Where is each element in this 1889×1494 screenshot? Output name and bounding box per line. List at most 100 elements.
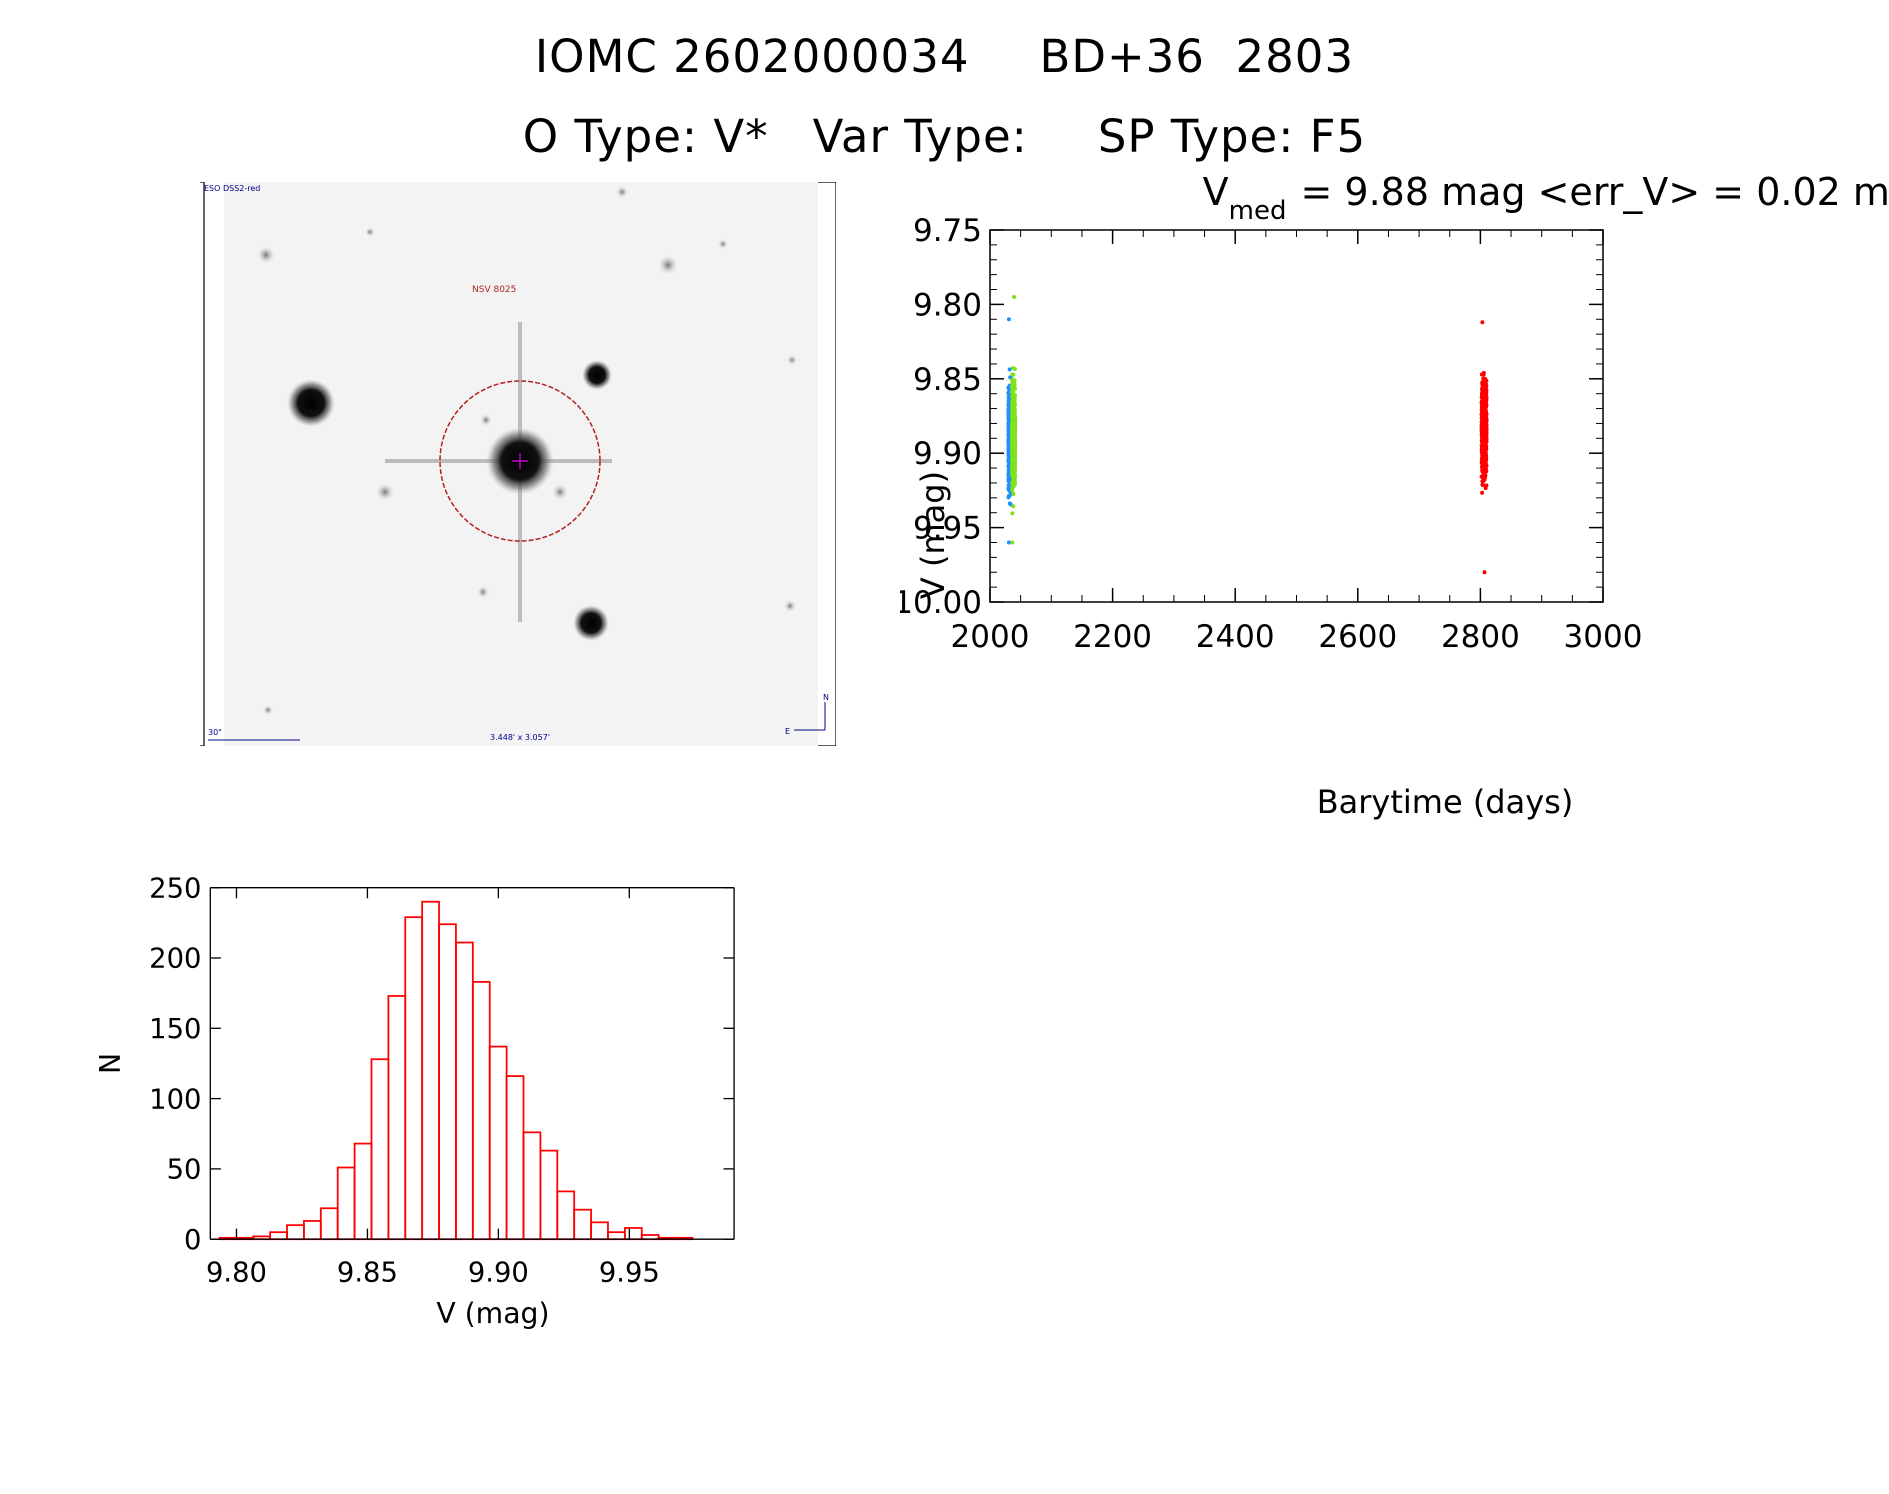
y-tick-label: 100 [149, 1084, 201, 1115]
data-point-green [1010, 440, 1015, 445]
histogram-bar [607, 1231, 626, 1241]
data-point-red [1482, 458, 1487, 463]
histogram-bar [286, 1224, 305, 1241]
x-tick-label: 9.90 [468, 1258, 529, 1289]
histogram-bar [387, 995, 407, 1241]
fov-label: 3.448' x 3.057' [490, 733, 550, 742]
data-point-blue [1006, 317, 1011, 322]
data-point-red [1482, 466, 1487, 471]
y-tick-label: 250 [149, 873, 201, 904]
data-point-green [1010, 388, 1015, 393]
y-tick-label: 50 [167, 1155, 202, 1186]
light-curve-chart: Vmed = 9.88 mag <err_V> = 0.02 mag 2000 22… [900, 170, 1889, 821]
y-tick-label: 200 [149, 944, 201, 975]
light-curve-ylabel: V (mag) [914, 471, 952, 599]
histogram-bar [353, 1142, 373, 1241]
data-point-blue [1006, 423, 1011, 428]
north-label: N [823, 693, 829, 702]
histogram-bar [319, 1207, 339, 1241]
data-point-green [1012, 436, 1017, 441]
data-point-green [1013, 386, 1018, 391]
east-label: E [785, 727, 790, 736]
data-point-green [1010, 451, 1015, 456]
light-curve-axes: 2000 2200 2400 2600 2800 3000 9.75 9.80 9.85 9.90… [900, 213, 1642, 655]
data-point-green [1012, 409, 1017, 414]
histogram-bar [488, 1045, 508, 1241]
x-tick-label: 3000 [1564, 619, 1643, 655]
x-tick-label: 2200 [1073, 619, 1152, 655]
spectral-type: SP Type: F5 [1097, 110, 1367, 163]
data-point-green [1011, 466, 1016, 471]
data-point-red [1484, 454, 1489, 459]
data-point-green [1010, 511, 1015, 516]
target-circle [439, 380, 601, 542]
data-point-blue [1007, 367, 1012, 372]
data-point-red [1480, 414, 1485, 419]
y-tick-label: 10.00 [900, 585, 982, 621]
histogram-bar [623, 1227, 643, 1241]
data-point-green [1010, 426, 1015, 431]
data-point-red [1480, 320, 1485, 325]
data-point-green [1012, 412, 1017, 417]
light-curve-title: Vmed = 9.88 mag <err_V> = 0.02 mag [1203, 170, 1889, 226]
histogram-axes: 9.80 9.85 9.90 9.95 0 50 100 150 200 250 [149, 873, 735, 1289]
data-point-red [1479, 408, 1484, 413]
data-point-red [1481, 473, 1486, 478]
field-star [287, 379, 335, 427]
histogram-bar [438, 923, 457, 1241]
title-sub: med [1229, 196, 1287, 226]
histogram-bar [370, 1058, 390, 1241]
data-point-red [1482, 388, 1487, 393]
field-star [616, 186, 628, 198]
field-star [480, 414, 492, 426]
survey-label: ESO DSS2-red [204, 184, 260, 193]
histogram-ylabel: N [94, 1053, 127, 1074]
y-tick-label: 9.80 [913, 287, 982, 323]
y-tick-label: 9.75 [913, 213, 982, 249]
data-point-green [1011, 392, 1016, 397]
histogram-bar [522, 1131, 542, 1241]
histogram-bar [404, 916, 424, 1241]
data-point-green [1012, 294, 1017, 299]
data-point-green [1011, 445, 1016, 450]
data-point-green [1011, 402, 1016, 407]
finder-chart: ESO DSS2-red NSV 8025 30" 3.448' x 3.057… [200, 182, 836, 746]
field-star [787, 355, 797, 365]
light-curve-points [1006, 294, 1489, 575]
data-point-green [1010, 399, 1015, 404]
data-point-green [1010, 480, 1015, 485]
star-name: BD+36 2803 [1039, 30, 1355, 83]
histogram-bar [336, 1166, 356, 1241]
data-point-green [1012, 460, 1017, 465]
field-star [257, 246, 275, 264]
data-point-green [1011, 372, 1016, 377]
histogram-bar [303, 1220, 322, 1241]
data-point-blue [1006, 540, 1011, 545]
y-tick-label: 9.85 [913, 362, 982, 398]
title-v: V [1203, 170, 1229, 214]
histogram-bar [471, 980, 491, 1241]
histogram-xlabel: V (mag) [436, 1297, 549, 1330]
data-point-red [1483, 469, 1488, 474]
field-star [573, 605, 609, 641]
x-tick-label: 2600 [1318, 619, 1397, 655]
histogram-bar [421, 900, 440, 1241]
data-point-red [1481, 398, 1486, 403]
data-point-green [1010, 406, 1015, 411]
data-point-red [1481, 440, 1486, 445]
data-point-red [1481, 372, 1486, 377]
histogram-bar [573, 1208, 592, 1241]
data-point-green [1012, 470, 1017, 475]
data-point-blue [1006, 495, 1011, 500]
field-star [718, 239, 728, 249]
x-tick-label: 2800 [1441, 619, 1520, 655]
field-star [658, 255, 678, 275]
data-point-green [1011, 423, 1016, 428]
data-point-red [1483, 377, 1488, 382]
data-point-red [1481, 434, 1486, 439]
target-label: NSV 8025 [472, 285, 516, 295]
data-point-red [1480, 490, 1485, 495]
data-point-green [1011, 504, 1016, 509]
y-tick-label: 9.95 [913, 511, 982, 547]
data-point-red [1481, 431, 1486, 436]
